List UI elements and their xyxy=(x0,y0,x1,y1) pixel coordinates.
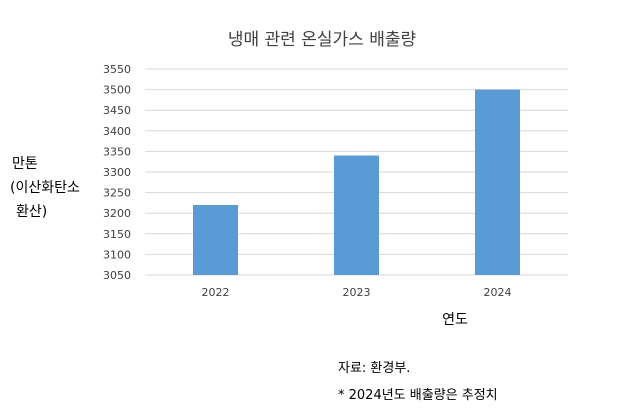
y-tick-label: 3200 xyxy=(103,207,131,220)
x-axis-label: 연도 xyxy=(442,312,468,328)
y-tick-label: 3400 xyxy=(103,125,131,138)
y-tick-label: 3500 xyxy=(103,84,131,97)
y-axis-label-line3: 환산) xyxy=(16,204,47,220)
estimate-note: * 2024년도 배출량은 추정치 xyxy=(338,388,498,403)
y-tick-label: 3300 xyxy=(103,166,131,179)
y-tick-label: 3350 xyxy=(103,145,131,158)
y-tick-label: 3150 xyxy=(103,228,131,241)
y-axis-label-line2: (이산화탄소 xyxy=(10,180,80,196)
bar-2023 xyxy=(334,155,379,275)
bar-2022 xyxy=(193,204,238,275)
x-tick-label: 2022 xyxy=(202,286,230,299)
y-axis-label-line1: 만톤 xyxy=(12,156,38,172)
y-tick-label: 3550 xyxy=(103,63,131,76)
bars xyxy=(193,89,520,275)
y-tick-label: 3100 xyxy=(103,248,131,261)
source-note: 자료: 환경부. xyxy=(338,361,410,376)
bar-2024 xyxy=(475,89,520,275)
y-tick-label: 3250 xyxy=(103,187,131,200)
y-tick-label: 3450 xyxy=(103,104,131,117)
x-tick-label: 2024 xyxy=(484,286,512,299)
x-tick-label: 2023 xyxy=(343,286,371,299)
chart-title: 냉매 관련 온실가스 배출량 xyxy=(228,30,417,50)
y-tick-labels: 3550 3500 3450 3400 3350 3300 3250 3200 3150 3100… xyxy=(103,63,131,282)
x-tick-labels: 2022 2023 2024 xyxy=(202,286,512,299)
y-tick-label: 3050 xyxy=(103,269,131,282)
